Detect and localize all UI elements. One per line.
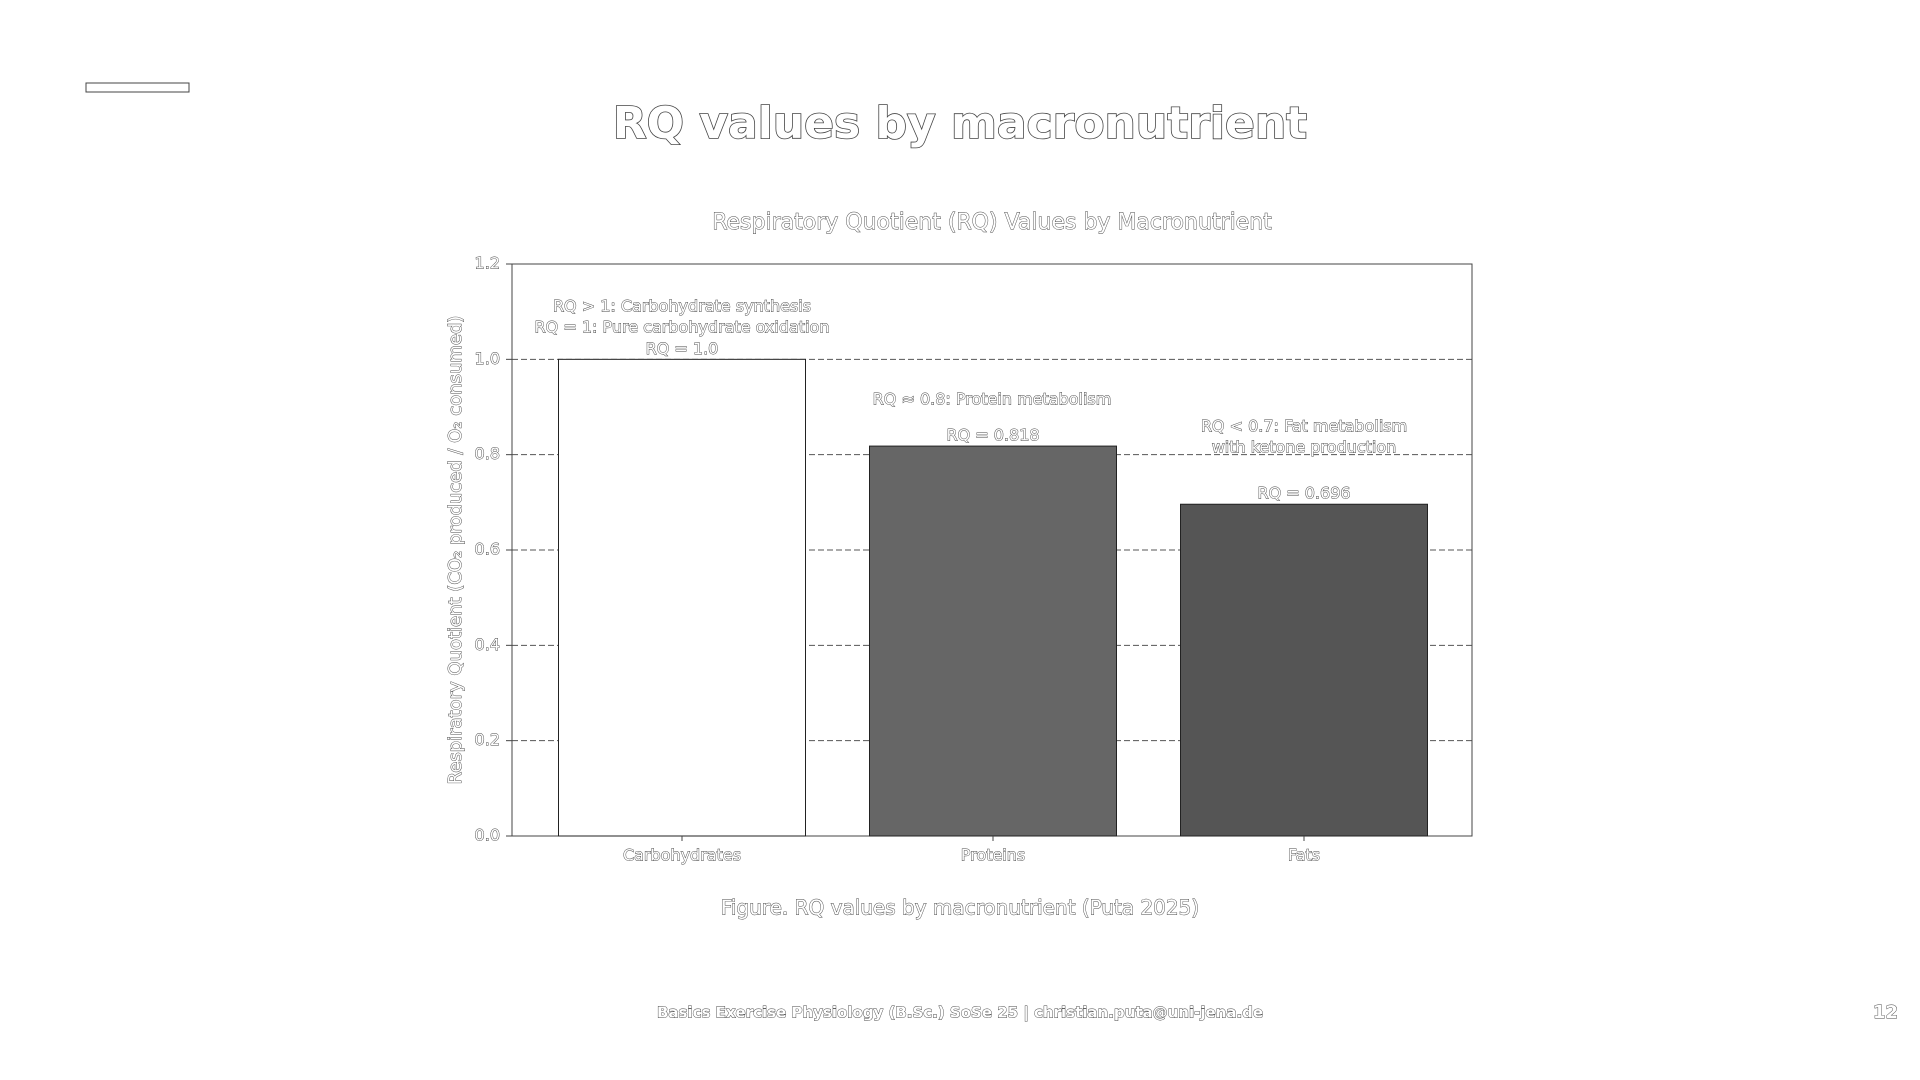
bar (558, 358, 806, 837)
value-label: RQ = 1.0 (646, 339, 719, 358)
decor-bar (85, 82, 190, 93)
annotation: with ketone production (1212, 438, 1397, 457)
y-tick-label: 1.0 (475, 349, 500, 368)
value-label: RQ = 0.818 (946, 426, 1039, 445)
y-tick-label: 0.2 (475, 730, 500, 749)
y-tick-label: 0.8 (475, 444, 500, 463)
annotation: RQ ≈ 0.8: Protein metabolism (873, 390, 1112, 409)
y-tick-label: 1.2 (475, 254, 500, 273)
y-axis-label: Respiratory Quotient (CO₂ produced / O₂ … (445, 316, 466, 785)
caption: Figure. RQ values by macronutrient (Puta… (721, 896, 1199, 920)
slide-title: RQ values by macronutrient (613, 98, 1307, 149)
annotation: RQ = 1: Pure carbohydrate oxidation (535, 318, 830, 337)
y-tick-label: 0.4 (475, 635, 500, 654)
value-label: RQ = 0.696 (1257, 484, 1350, 503)
bar (869, 445, 1117, 837)
chart-title: Respiratory Quotient (RQ) Values by Macr… (712, 210, 1272, 235)
x-tick-label: Carbohydrates (623, 846, 741, 865)
annotation: RQ < 0.7: Fat metabolism (1201, 417, 1407, 436)
y-tick-label: 0.0 (475, 826, 500, 845)
annotation: RQ > 1: Carbohydrate synthesis (553, 297, 811, 316)
bar (1180, 503, 1428, 837)
y-tick-label: 0.6 (475, 540, 500, 559)
footer: Basics Exercise Physiology (B.Sc.) SoSe … (657, 1004, 1263, 1023)
x-tick-label: Fats (1288, 846, 1320, 865)
page-number: 12 (1873, 1002, 1898, 1023)
x-tick-label: Proteins (961, 846, 1025, 865)
